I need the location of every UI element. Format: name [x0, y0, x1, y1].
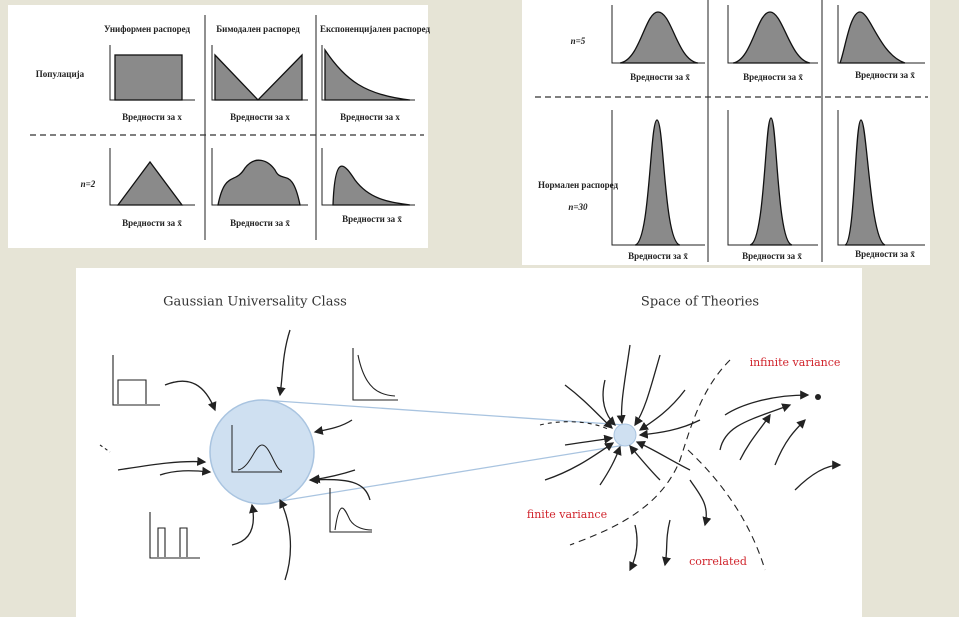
n-label: n=5 [571, 36, 586, 46]
column-header: Униформен распоред [104, 24, 190, 34]
x-label: Вредности за x̄ [628, 251, 688, 261]
x-label: Вредности за x̄ [230, 218, 290, 228]
x-label: Вредности за x [122, 112, 182, 122]
n-label: n=30 [568, 202, 588, 212]
column-header: Бимодален распоред [216, 24, 300, 34]
x-label: Вредности за x̄ [855, 70, 915, 80]
annotation: infinite variance [750, 356, 841, 369]
column-header: Експоненцијален распоред [320, 24, 431, 34]
panel-title: Gaussian Universality Class [163, 295, 347, 310]
x-label: Вредности за x [230, 112, 290, 122]
clt-panel-left: Униформен распоред Бимодален распоред Ек… [8, 5, 430, 248]
x-label: Вредности за x̄ [630, 72, 690, 82]
x-label: Вредности за x̄ [742, 251, 802, 261]
x-label: Вредности за x̄ [122, 218, 182, 228]
universality-panel: Gaussian Universality Class Space of The… [76, 268, 862, 617]
x-label: Вредности за x̄ [342, 214, 402, 224]
annotation: correlated [689, 555, 747, 568]
x-label: Вредности за x̄ [743, 72, 803, 82]
clt-panel-right: n=5 Вредности за x̄ Вредности за x̄ Вред… [522, 0, 930, 265]
distribution-label: Нормален распоред [538, 180, 619, 190]
row-label: Популација [36, 69, 85, 79]
x-label: Вредности за x̄ [855, 249, 915, 259]
panel-title: Space of Theories [641, 295, 759, 310]
composite-figure: Униформен распоред Бимодален распоред Ек… [0, 0, 959, 617]
x-label: Вредности за x [340, 112, 400, 122]
n-label: n=2 [81, 179, 96, 189]
page: {"left_panel": {"columns": ["Униформен р… [0, 0, 959, 617]
annotation: finite variance [527, 508, 607, 521]
